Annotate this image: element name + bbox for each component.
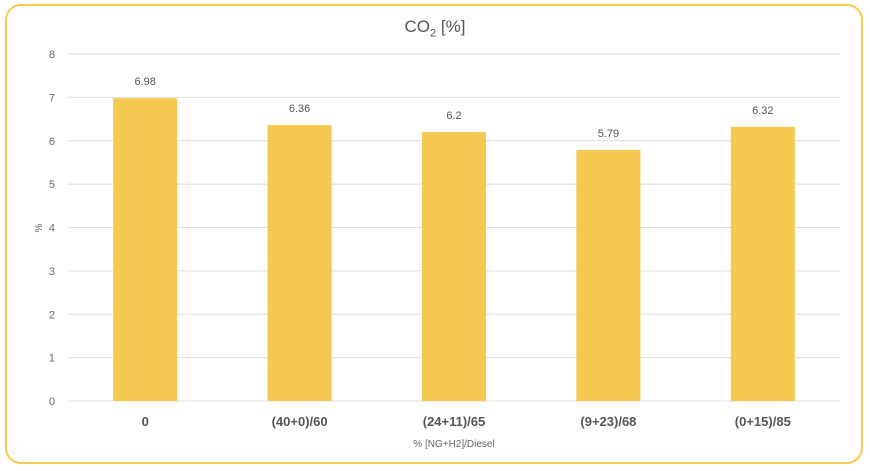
y-tick-label: 3: [49, 266, 55, 278]
y-tick-label: 2: [49, 309, 55, 321]
y-tick-label: 7: [49, 92, 55, 104]
y-tick-label: 5: [49, 179, 55, 191]
data-label: 6.36: [289, 103, 310, 115]
bar: [730, 126, 795, 402]
chart-title: CO2 [%]: [404, 17, 466, 40]
y-tick-label: 0: [49, 396, 55, 408]
y-tick-label: 8: [49, 49, 55, 61]
y-axis-label: %: [34, 223, 45, 232]
x-tick-label: (40+0)/60: [272, 414, 328, 429]
y-tick-label: 1: [49, 353, 55, 365]
bar: [113, 98, 178, 402]
bar: [576, 149, 641, 401]
bar: [422, 132, 486, 401]
x-tick-label: (9+23)/68: [580, 414, 636, 429]
x-tick-label: 0: [142, 414, 149, 429]
y-tick-label: 4: [49, 223, 55, 235]
y-tick-label: 6: [49, 136, 55, 148]
data-label: 5.79: [598, 128, 619, 140]
x-tick-label: (24+11)/65: [423, 414, 486, 429]
data-label: 6.98: [134, 76, 155, 88]
data-label: 6.32: [752, 105, 773, 117]
x-axis-label: % [NG+H2]/Diesel: [413, 439, 494, 450]
x-tick-label: (0+15)/85: [735, 414, 791, 429]
bar: [267, 125, 332, 401]
chart-frame: [5, 4, 863, 464]
data-label: 6.2: [446, 110, 461, 122]
